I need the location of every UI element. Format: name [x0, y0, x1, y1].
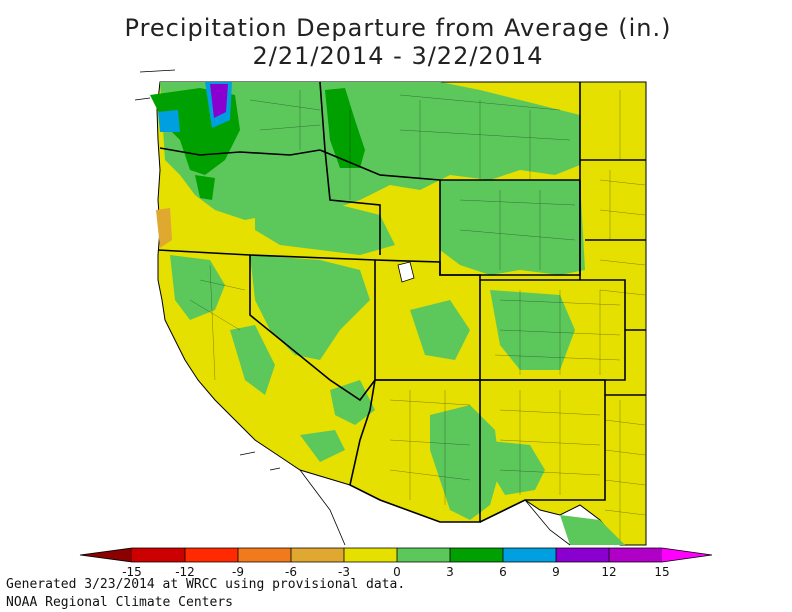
wa-or-border	[159, 147, 321, 156]
legend-tick: -6	[285, 565, 297, 579]
id-border	[319, 81, 381, 255]
generated-note: Generated 3/23/2014 at WRCC using provis…	[6, 577, 406, 592]
map-date-range: 2/21/2014 - 3/22/2014	[252, 42, 544, 70]
arizona-green	[430, 405, 500, 520]
or-ca-border	[157, 249, 251, 256]
mexico-border-outline	[299, 469, 571, 546]
county-lines	[189, 90, 646, 540]
legend-bin-6	[397, 548, 450, 562]
calif-south-green	[300, 430, 345, 462]
olympic-blue	[158, 110, 180, 132]
idaho-oregon-green	[255, 195, 395, 255]
legend-arrow-right	[662, 548, 712, 562]
legend-tick: 12	[601, 565, 616, 579]
legend-bin-9	[556, 548, 609, 562]
idaho-darkgreen	[325, 88, 365, 168]
legend-tick: 15	[654, 565, 669, 579]
legend-tick: -3	[338, 565, 350, 579]
cascades-purple	[210, 84, 228, 118]
legend-bin-8	[503, 548, 556, 562]
nm-border	[479, 379, 606, 523]
legend-bin-2	[185, 548, 238, 562]
legend-bin-5	[344, 548, 397, 562]
az-border	[349, 379, 481, 523]
new-mexico-green	[480, 440, 545, 495]
pacific-coast-islands	[134, 69, 281, 471]
legend-tick: 9	[552, 565, 560, 579]
legend-bin-1	[132, 548, 185, 562]
legend-tick: 3	[446, 565, 454, 579]
legend-tick: 0	[393, 565, 401, 579]
legend-bin-10	[609, 548, 662, 562]
sierra-green	[230, 325, 275, 395]
legend-bin-3	[238, 548, 291, 562]
legend-bin-4	[291, 548, 344, 562]
colorado-patches	[490, 290, 575, 370]
wyoming-green	[440, 180, 585, 275]
great-basin-green	[250, 255, 370, 360]
northwest-green	[160, 82, 580, 220]
legend-tick: -9	[232, 565, 244, 579]
great-salt-lake	[397, 261, 415, 283]
map-title: Precipitation Departure from Average (in…	[124, 14, 672, 42]
legend-tick: -12	[175, 565, 195, 579]
oregon-darkgreen	[195, 175, 215, 200]
state-boundaries	[157, 81, 646, 523]
north-coast-dry	[156, 208, 172, 248]
utah-green	[410, 300, 470, 360]
extreme-wet-regions	[210, 84, 228, 118]
legend-bin-7	[450, 548, 503, 562]
nevada-green-2	[330, 380, 375, 425]
legend-tick: -15	[122, 565, 142, 579]
legend-colorbar: -15 -12 -9 -6 -3 0 3 6 9 12 15	[79, 547, 713, 579]
legend-arrow-left	[80, 548, 132, 562]
source-credit: NOAA Regional Climate Centers	[6, 595, 233, 610]
wet-regions	[160, 82, 625, 545]
norcal-green	[170, 255, 225, 320]
west-texas-green	[560, 515, 625, 545]
legend-tick-labels: -15 -12 -9 -6 -3 0 3 6 9 12 15	[122, 565, 669, 579]
legend-tick: 6	[499, 565, 507, 579]
